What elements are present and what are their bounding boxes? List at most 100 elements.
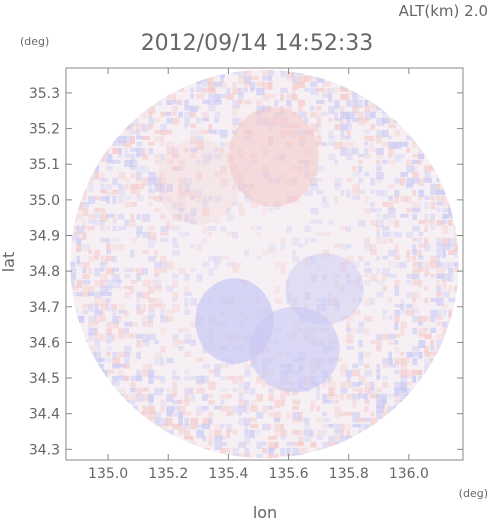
field-cell: [130, 279, 138, 284]
field-cell: [136, 351, 141, 360]
field-cell: [184, 189, 191, 196]
field-cell: [436, 309, 442, 318]
field-cell: [322, 381, 327, 389]
field-cell: [370, 141, 374, 148]
field-cell: [244, 381, 251, 389]
field-cell: [178, 183, 184, 190]
field-cell: [202, 99, 210, 104]
field-cell: [358, 327, 365, 334]
field-cell: [364, 387, 371, 395]
field-cell: [310, 399, 316, 408]
field-cell: [412, 291, 420, 299]
field-cell: [226, 261, 235, 267]
field-cell: [430, 219, 435, 226]
field-cell: [316, 297, 325, 303]
field-cell: [316, 309, 321, 317]
field-cell: [262, 447, 268, 454]
field-cell: [394, 399, 402, 406]
field-cell: [352, 423, 361, 428]
field-cell: [190, 441, 197, 447]
field-cell: [454, 285, 459, 292]
field-cell: [214, 171, 222, 178]
field-cell: [430, 345, 435, 351]
field-cell: [88, 285, 95, 292]
field-cell: [358, 117, 366, 125]
field-cell: [292, 411, 300, 421]
field-cell: [184, 435, 192, 440]
field-cell: [244, 99, 252, 105]
field-cell: [208, 93, 215, 100]
field-cell: [238, 207, 246, 217]
field-cell: [412, 213, 418, 220]
field-cell: [442, 213, 449, 219]
field-cell: [454, 219, 459, 228]
field-cell: [112, 225, 117, 231]
field-cell: [400, 303, 405, 310]
field-cell: [166, 141, 175, 149]
field-cell: [376, 345, 381, 352]
field-cell: [88, 183, 94, 192]
field-cell: [208, 75, 215, 84]
field-cell: [112, 237, 121, 242]
field-cell: [424, 297, 428, 303]
field-cell: [136, 303, 141, 310]
field-cell: [340, 93, 348, 101]
field-cell: [310, 177, 318, 186]
field-cell: [436, 261, 443, 268]
field-cell: [364, 243, 372, 252]
field-cell: [178, 195, 186, 201]
field-cell: [256, 375, 263, 384]
field-cell: [340, 225, 347, 231]
field-cell: [376, 147, 384, 155]
field-cell: [322, 417, 331, 422]
field-cell: [394, 315, 400, 323]
field-cell: [130, 237, 138, 244]
field-cell: [274, 441, 279, 449]
field-cell: [232, 183, 236, 190]
field-cell: [340, 267, 345, 272]
field-cell: [454, 231, 459, 238]
field-cell: [442, 261, 450, 270]
field-cell: [154, 285, 162, 291]
field-cell: [208, 123, 212, 130]
field-cell: [364, 369, 373, 377]
field-cell: [400, 195, 409, 202]
field-cell: [388, 159, 396, 165]
field-cell: [82, 267, 87, 274]
field-cell: [172, 405, 180, 411]
field-cell: [166, 99, 172, 105]
field-cell: [136, 231, 141, 238]
field-cell: [400, 321, 407, 329]
field-cell: [304, 435, 312, 442]
field-cell: [250, 363, 255, 368]
field-cell: [400, 357, 407, 366]
field-cell: [226, 87, 231, 95]
field-cell: [448, 261, 457, 267]
field-cell: [406, 177, 414, 186]
field-cell: [172, 99, 179, 105]
y-tick-label: 35.0: [29, 193, 60, 209]
field-cell: [142, 303, 146, 312]
field-cell: [106, 297, 111, 304]
field-cell: [364, 195, 369, 203]
field-cell: [136, 135, 144, 140]
field-cell: [364, 273, 369, 278]
field-cell: [106, 303, 113, 312]
field-cell: [70, 279, 75, 287]
field-cell: [394, 195, 399, 204]
field-cell: [124, 345, 132, 353]
field-cell: [286, 279, 291, 288]
field-cell: [220, 255, 229, 260]
field-cell: [154, 249, 159, 259]
field-cell: [100, 195, 108, 202]
field-cell: [118, 183, 124, 190]
field-cell: [148, 171, 157, 181]
field-cell: [190, 189, 197, 199]
field-cell: [256, 429, 261, 435]
field-cell: [220, 363, 229, 369]
field-cell: [154, 387, 163, 396]
field-cell: [412, 303, 419, 311]
field-cell: [82, 207, 89, 216]
field-cell: [148, 243, 155, 248]
field-cell: [184, 351, 192, 358]
